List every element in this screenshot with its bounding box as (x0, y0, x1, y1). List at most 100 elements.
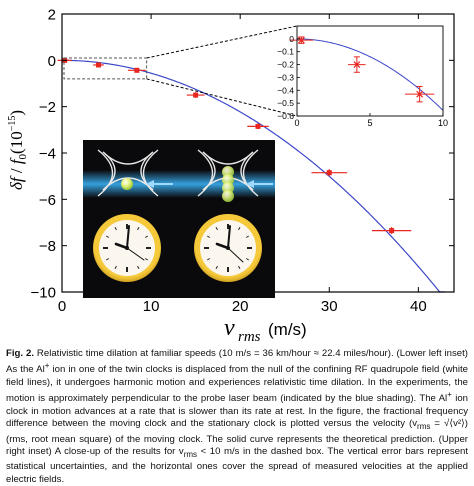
caption-text-5: < 10 m/s in the dashed box. The vertical… (6, 446, 468, 485)
x-axis-label-main: v (224, 315, 235, 341)
x-tick-label: 30 (321, 298, 338, 315)
data-point (372, 227, 412, 235)
upper-right-inset: 0 5 10 0 −0.1 −0.2 −0.3 −0.4 −0.5 −0.6 (277, 25, 448, 128)
data-point (311, 169, 348, 177)
dashed-zoom-box (63, 57, 148, 80)
data-point (93, 62, 104, 68)
stationary-ion (121, 178, 133, 190)
caption-sup-1: + (44, 361, 50, 371)
moving-ion (222, 166, 234, 202)
inset-y-tick-label: 0 (289, 34, 294, 44)
caption-text-1: Relativistic time dilation at familiar s… (6, 348, 468, 376)
y-axis-label: δf / f0(10−15) (7, 110, 29, 190)
inset-curve-layer (297, 38, 444, 111)
clock-hour-mark (114, 265, 117, 270)
zoom-dashed-box (63, 25, 298, 117)
data-point (186, 92, 205, 98)
inset-y-tick-label: −0.6 (277, 111, 294, 121)
caption-text-2: ion in one of the twin clocks is displac… (6, 364, 469, 405)
inset-y-tick-label: −0.4 (277, 85, 294, 95)
minute-hand-icon (126, 225, 130, 249)
y-tick-label: −8 (39, 238, 56, 255)
x-tick-label: 0 (58, 298, 66, 315)
theory-curve (61, 59, 446, 293)
clock-hour-mark (245, 258, 250, 261)
inset-y-tick-label: −0.2 (277, 60, 294, 70)
data-point-marker (193, 92, 199, 98)
clock-hour-mark (144, 235, 149, 238)
lower-left-inset (83, 140, 275, 298)
zoom-connector-top (146, 25, 298, 59)
beam-arrow-left (146, 180, 173, 188)
x-tick-label: 40 (410, 298, 427, 315)
caption-sub-1: rms (417, 422, 431, 432)
theory-curve-layer (61, 59, 446, 293)
inset-x-tick-label: 0 (294, 118, 299, 128)
stationary-clock (93, 214, 161, 282)
field-lines-left (97, 149, 159, 197)
data-point-marker (134, 67, 140, 73)
inset-ticks-layer: 0 5 10 0 −0.1 −0.2 −0.3 −0.4 −0.5 −0.6 (277, 34, 448, 128)
caption-text-3: ion clock in motion advances at a rate t… (6, 393, 469, 430)
caption-label: Fig. 2. (6, 348, 34, 359)
data-point-marker (255, 123, 261, 129)
figure-caption: Fig. 2. Relativistic time dilation at fa… (6, 348, 468, 486)
svg-text:δf / f0(10−15): δf / f0(10−15) (7, 110, 29, 190)
inset-background (297, 26, 443, 116)
second-hand-icon (227, 247, 244, 263)
x-axis-label-unit: (m/s) (268, 320, 307, 339)
x-tick-label: 10 (143, 298, 160, 315)
clock-hour-mark (238, 265, 241, 270)
inset-point-marker (416, 90, 424, 98)
clock-hour-mark (215, 226, 218, 231)
inset-y-tick-label: −0.3 (277, 72, 294, 82)
inset-y-tick-label: −0.1 (277, 47, 294, 57)
caption-sub-2: rms (183, 450, 198, 460)
inset-y-tick-label: −0.5 (277, 98, 294, 108)
y-tick-label: −6 (39, 192, 56, 209)
clock-hour-mark (206, 235, 211, 238)
x-axis-label: v rms (m/s) (224, 315, 307, 345)
y-tick-label: 2 (48, 7, 56, 24)
inset-data-point (405, 85, 435, 103)
minute-hand-icon (227, 225, 231, 249)
inset-x-tick-label: 5 (367, 118, 372, 128)
beam-arrow-right (246, 180, 273, 188)
data-point (247, 123, 269, 130)
clock-hour-mark (137, 265, 140, 270)
y-tick-label: −4 (39, 146, 56, 163)
clock-hour-mark (238, 226, 241, 231)
moving-clock (194, 214, 262, 282)
clock-hour-mark (144, 258, 149, 261)
inset-theory-curve (297, 38, 444, 111)
x-tick-label: 20 (232, 298, 249, 315)
y-tick-label: −10 (31, 285, 56, 302)
inset-points-layer (289, 36, 435, 103)
caption-text-4: = √⟨v²⟩) (rms, root mean square) of the … (6, 418, 468, 458)
data-point-marker (389, 228, 395, 234)
inset-x-tick-label: 10 (438, 118, 448, 128)
clock-hour-mark (114, 226, 117, 231)
caption-sup-2: + (447, 390, 452, 400)
zoom-connector-bottom (146, 78, 298, 117)
clock-hour-mark (206, 258, 211, 261)
data-point (127, 67, 146, 73)
y-tick-label: −2 (39, 99, 56, 116)
clock-hour-mark (105, 235, 110, 238)
clock-hour-mark (245, 235, 250, 238)
second-hand-icon (126, 247, 145, 261)
data-point-marker (326, 170, 332, 176)
data-points-layer (57, 57, 412, 235)
y-tick-label: 0 (48, 53, 56, 70)
data-point-marker (96, 62, 102, 68)
inset-point-marker (353, 61, 361, 68)
inset-point-marker (297, 36, 305, 44)
clock-hour-mark (105, 258, 110, 261)
inset-data-point (348, 56, 366, 73)
inset-data-point (289, 36, 314, 44)
x-axis-label-sub: rms (238, 329, 261, 345)
clock-hour-mark (137, 226, 140, 231)
clock-hour-mark (215, 265, 218, 270)
